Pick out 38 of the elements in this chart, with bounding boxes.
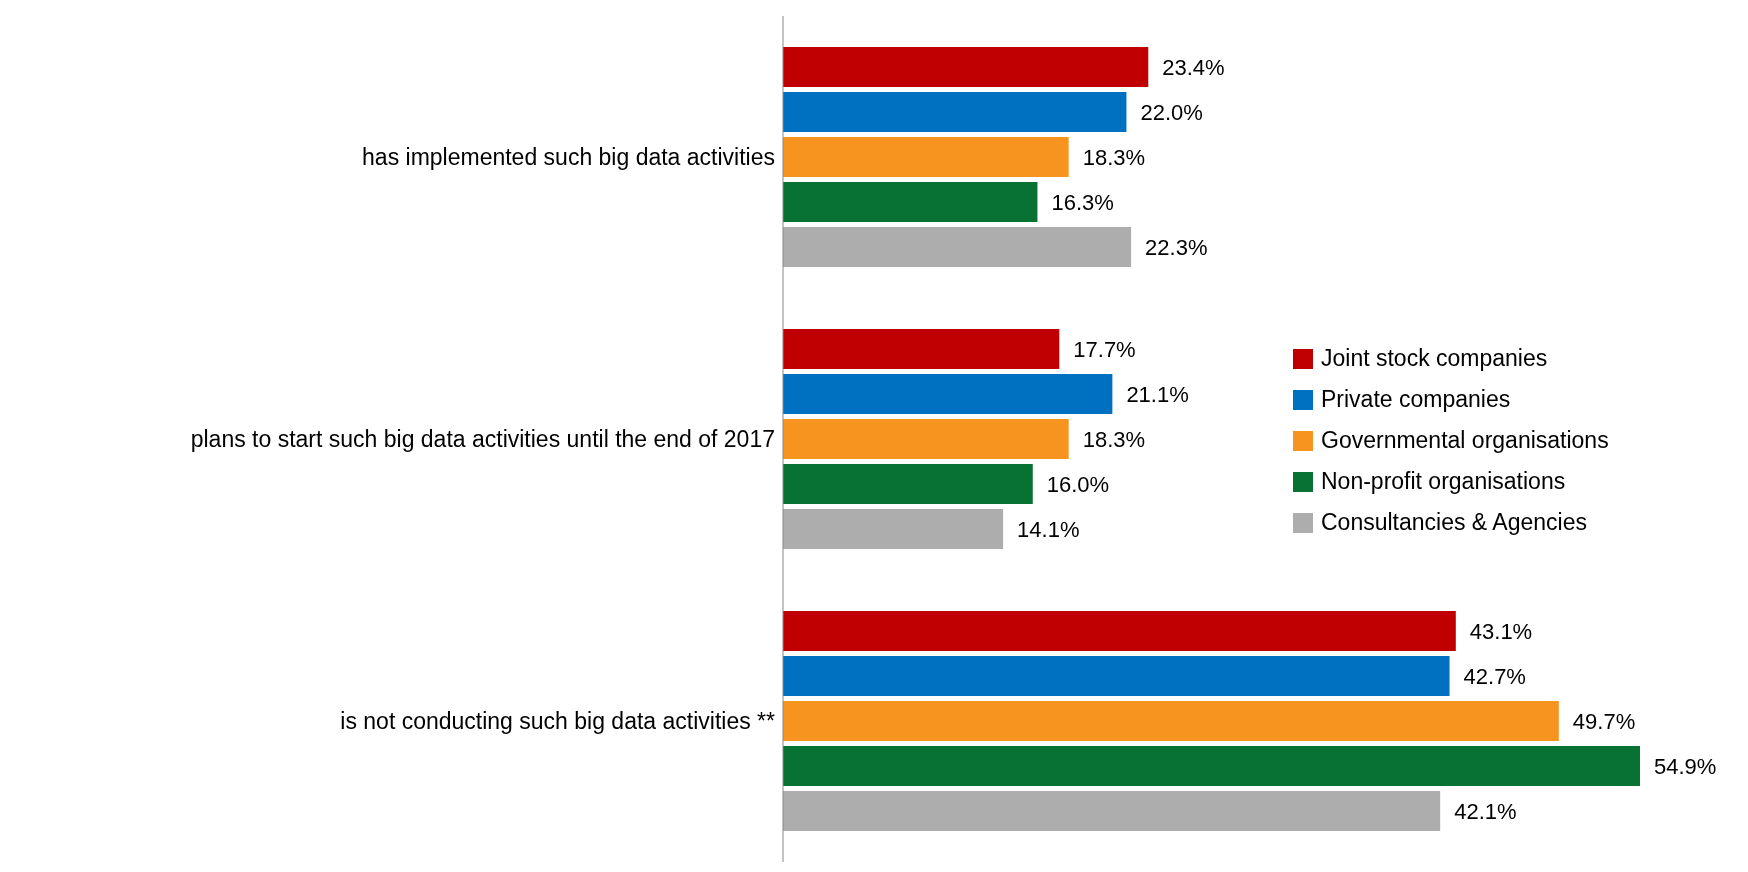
legend-label: Consultancies & Agencies bbox=[1321, 508, 1587, 537]
data-label: 43.1% bbox=[1469, 618, 1533, 644]
bar bbox=[783, 509, 1004, 550]
bar bbox=[783, 419, 1069, 460]
legend-label: Governmental organisations bbox=[1321, 426, 1609, 455]
bar bbox=[783, 227, 1132, 268]
legend-label: Private companies bbox=[1321, 385, 1511, 414]
data-label: 18.3% bbox=[1082, 144, 1146, 170]
y-tick-label: plans to start such big data activities until the end of 2017 bbox=[190, 426, 775, 453]
bar bbox=[783, 656, 1450, 697]
data-label: 42.7% bbox=[1463, 663, 1526, 689]
bar bbox=[783, 611, 1456, 652]
data-label: 22.3% bbox=[1145, 234, 1208, 260]
data-label: 18.3% bbox=[1082, 426, 1146, 452]
bar bbox=[783, 329, 1060, 370]
bar bbox=[783, 137, 1069, 178]
legend-label: Non-profit organisations bbox=[1321, 467, 1566, 496]
bar bbox=[783, 47, 1149, 88]
data-label: 49.7% bbox=[1572, 708, 1636, 734]
data-label: 17.7% bbox=[1073, 336, 1136, 362]
data-label: 42.1% bbox=[1454, 798, 1517, 824]
legend-label: Joint stock companies bbox=[1321, 344, 1548, 373]
y-tick-label: is not conducting such big data activities ** bbox=[340, 708, 776, 735]
bar bbox=[783, 464, 1033, 505]
bar bbox=[783, 791, 1441, 832]
data-label: 22.0% bbox=[1140, 99, 1203, 125]
bar bbox=[783, 374, 1113, 415]
data-label: 23.4% bbox=[1162, 54, 1225, 80]
bar bbox=[783, 746, 1640, 787]
y-tick-label: has implemented such big data activities bbox=[362, 144, 775, 171]
bar bbox=[783, 182, 1038, 223]
data-label: 14.1% bbox=[1017, 516, 1080, 542]
bar bbox=[783, 92, 1127, 133]
data-label: 54.9% bbox=[1654, 753, 1717, 779]
data-label: 16.3% bbox=[1051, 189, 1114, 215]
data-label: 16.0% bbox=[1046, 471, 1110, 497]
bar bbox=[783, 701, 1559, 742]
data-label: 21.1% bbox=[1126, 381, 1189, 407]
